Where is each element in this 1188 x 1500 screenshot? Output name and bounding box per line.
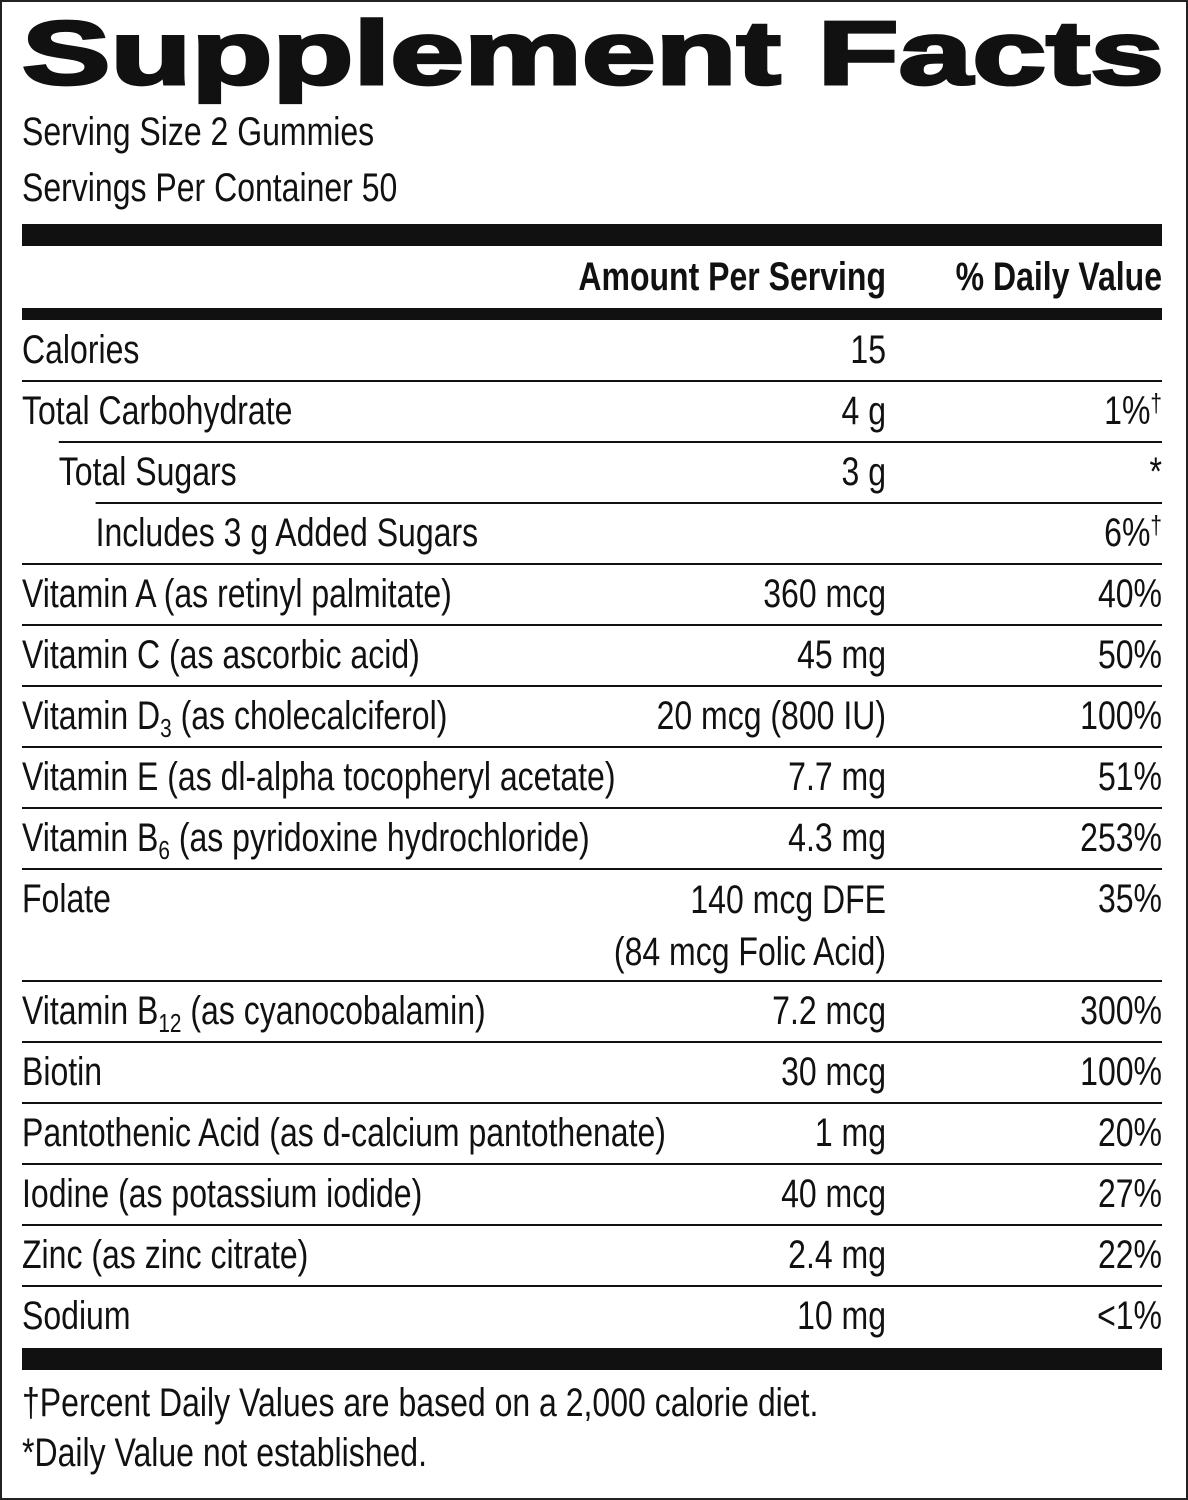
header-daily-value: % Daily Value	[955, 255, 1162, 299]
name-text: Vitamin D	[22, 694, 161, 738]
nutrient-row: Includes 3 g Added Sugars 6%†	[95, 502, 1163, 563]
daily-value: *	[1149, 450, 1162, 494]
header-row: Amount Per Serving % Daily Value	[22, 246, 1162, 308]
nutrient-row: Vitamin D3 (as cholecalciferol) 20 mcg (8…	[22, 685, 1162, 746]
nutrient-name: Folate	[22, 877, 111, 921]
nutrient-row: Vitamin A (as retinyl palmitate) 360 mcg 4…	[22, 563, 1162, 624]
nutrient-name: Vitamin E (as dl-alpha tocopheryl acetat…	[22, 755, 616, 799]
amount: 4.3 mg	[788, 816, 886, 860]
name-detail: (as pyridoxine hydrochloride)	[178, 816, 590, 860]
title: Supplement Facts	[22, 4, 1164, 104]
thick-rule	[22, 224, 1162, 246]
subscript: 12	[158, 1008, 182, 1038]
amount: 45 mg	[797, 633, 886, 677]
nutrient-name: Biotin	[22, 1050, 103, 1094]
amount: 7.2 mcg	[772, 989, 886, 1033]
nutrient-row: Folate 140 mcg DFE (84 mcg Folic Acid) 35%	[22, 868, 1162, 980]
amount: 40 mcg	[781, 1172, 886, 1216]
name-detail: (as cyanocobalamin)	[190, 989, 486, 1033]
amount: 2.4 mg	[788, 1233, 886, 1277]
daily-value: 300%	[1080, 989, 1162, 1033]
nutrient-row: Total Carbohydrate 4 g 1%†	[22, 380, 1162, 441]
nutrient-name: Includes 3 g Added Sugars	[95, 511, 479, 555]
amount-note: (84 mcg Folic Acid)	[613, 930, 886, 974]
daily-value: 1%†	[886, 382, 1162, 441]
footnotes: †Percent Daily Values are based on a 2,0…	[22, 1378, 1162, 1478]
nutrient-row: Calories 15	[22, 320, 1162, 380]
amount: 15	[850, 328, 886, 372]
name-text: Vitamin B	[22, 989, 159, 1033]
dv-text: 6%	[1104, 511, 1151, 555]
daily-value: 40%	[1097, 572, 1162, 616]
amount: 360 mcg	[763, 572, 886, 616]
daily-value: <1%	[1097, 1294, 1162, 1338]
nutrient-name: Iodine (as potassium iodide)	[22, 1172, 423, 1216]
daily-value: 22%	[1097, 1233, 1162, 1277]
medium-rule	[22, 308, 1162, 320]
nutrient-row: Iodine (as potassium iodide) 40 mcg 27%	[22, 1163, 1162, 1224]
nutrient-name: Sodium	[22, 1294, 131, 1338]
dv-text: 1%	[1104, 389, 1151, 433]
nutrient-row: Zinc (as zinc citrate) 2.4 mg 22%	[22, 1224, 1162, 1285]
nutrient-name: Vitamin D3 (as cholecalciferol)	[22, 687, 657, 746]
amount: 1 mg	[814, 1111, 886, 1155]
serving-size: Serving Size 2 Gummies	[22, 110, 375, 154]
amount: 4 g	[841, 389, 886, 433]
daily-value: 100%	[1080, 694, 1162, 738]
amount: 20 mcg (800 IU)	[656, 694, 886, 738]
nutrient-row: Biotin 30 mcg 100%	[22, 1041, 1162, 1102]
subscript: 6	[158, 835, 170, 865]
daily-value: 20%	[1097, 1111, 1162, 1155]
nutrient-name: Vitamin B12 (as cyanocobalamin)	[22, 982, 772, 1041]
nutrient-row: Vitamin C (as ascorbic acid) 45 mg 50%	[22, 624, 1162, 685]
daily-value: 6%†	[886, 504, 1162, 563]
name-detail: (as cholecalciferol)	[180, 694, 448, 738]
name-text: Vitamin B	[22, 816, 159, 860]
nutrient-row: Pantothenic Acid (as d-calcium pantothen…	[22, 1102, 1162, 1163]
amount: 30 mcg	[781, 1050, 886, 1094]
header-amount: Amount Per Serving	[578, 255, 886, 299]
footnote: †Percent Daily Values are based on a 2,0…	[22, 1381, 819, 1425]
nutrient-name: Vitamin B6 (as pyridoxine hydrochloride)	[22, 809, 788, 868]
daily-value: 253%	[1080, 816, 1162, 860]
title-area: Supplement Facts	[21, 3, 1166, 106]
subscript: 3	[160, 713, 172, 743]
nutrient-name: Pantothenic Acid (as d-calcium pantothen…	[22, 1111, 666, 1155]
nutrient-row: Sodium 10 mg <1%	[22, 1285, 1162, 1346]
nutrient-row: Vitamin B6 (as pyridoxine hydrochloride)…	[22, 807, 1162, 868]
dv-mark: †	[1150, 510, 1162, 540]
nutrient-name: Vitamin C (as ascorbic acid)	[22, 633, 420, 677]
nutrient-row: Vitamin B12 (as cyanocobalamin) 7.2 mcg 30…	[22, 980, 1162, 1041]
facts-body: Serving Size 2 Gummies Servings Per Cont…	[22, 104, 1163, 1478]
footnote: *Daily Value not established.	[22, 1431, 427, 1475]
amount-text: 140 mcg DFE	[690, 878, 886, 922]
servings-per-container: Servings Per Container 50	[22, 166, 398, 210]
nutrient-name: Calories	[22, 328, 140, 372]
amount: 10 mg	[797, 1294, 886, 1338]
nutrient-name: Vitamin A (as retinyl palmitate)	[22, 572, 452, 616]
nutrient-name: Total Sugars	[58, 450, 237, 494]
nutrient-name: Total Carbohydrate	[22, 389, 293, 433]
nutrient-row: Total Sugars 3 g *	[58, 441, 1162, 502]
daily-value: 35%	[1097, 877, 1162, 921]
dv-mark: †	[1150, 388, 1162, 418]
daily-value: 27%	[1097, 1172, 1162, 1216]
amount: 3 g	[841, 450, 886, 494]
daily-value: 50%	[1097, 633, 1162, 677]
amount: 140 mcg DFE (84 mcg Folic Acid)	[614, 870, 886, 980]
thick-rule	[22, 1348, 1162, 1370]
daily-value: 100%	[1080, 1050, 1162, 1094]
nutrient-name: Zinc (as zinc citrate)	[22, 1233, 309, 1277]
amount: 7.7 mg	[788, 755, 886, 799]
nutrient-row: Vitamin E (as dl-alpha tocopheryl acetat…	[22, 746, 1162, 807]
daily-value: 51%	[1097, 755, 1162, 799]
